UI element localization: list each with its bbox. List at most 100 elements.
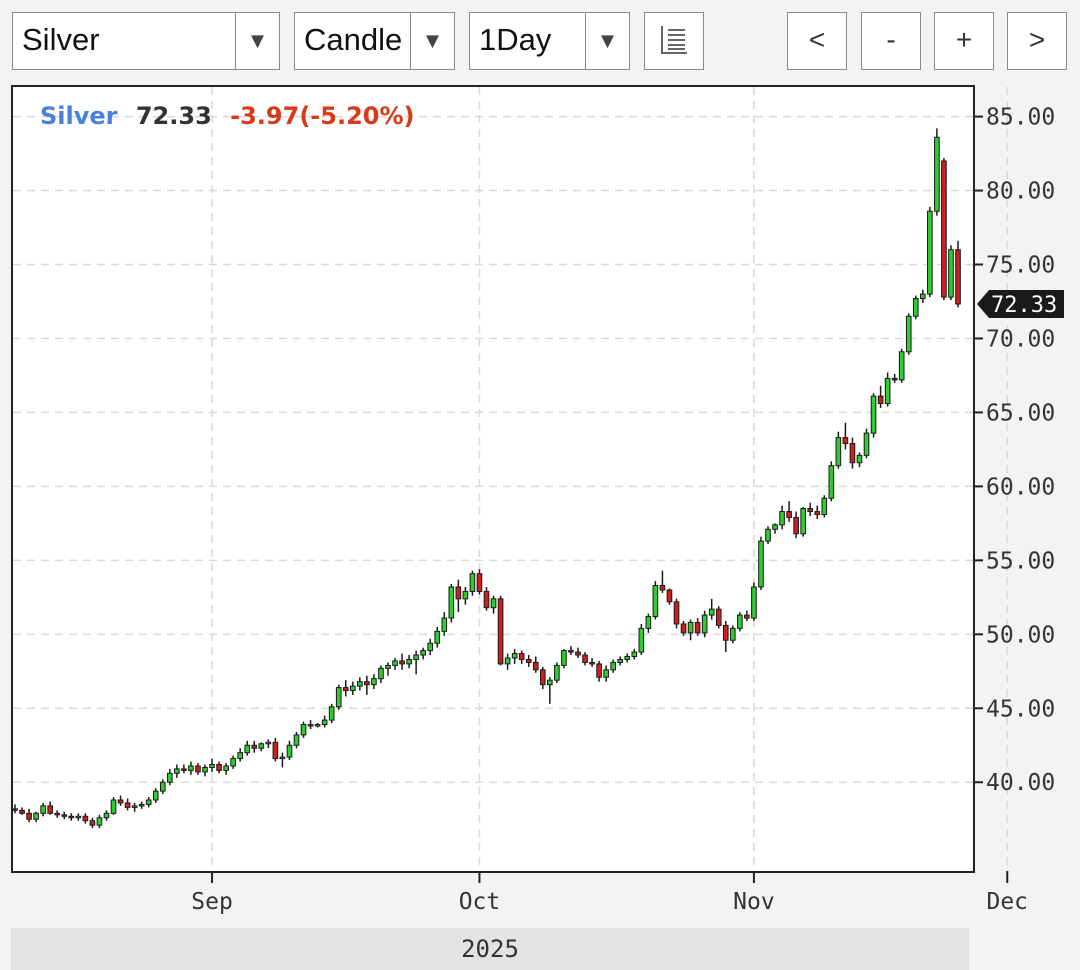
- candle-body: [26, 812, 32, 820]
- candle: [645, 613, 652, 633]
- candle-body: [392, 660, 398, 666]
- candle: [159, 779, 166, 795]
- candle-body: [195, 765, 201, 773]
- candle: [737, 612, 743, 632]
- candle-body: [927, 210, 933, 295]
- candle-body: [335, 687, 342, 708]
- candle-body: [54, 812, 61, 816]
- symbol-select[interactable]: Silver ▼: [12, 12, 280, 70]
- y-axis-tick-label: 65.00: [986, 400, 1055, 426]
- chart-plot-frame[interactable]: [11, 85, 975, 873]
- candle-body: [539, 669, 546, 686]
- candle: [265, 739, 272, 749]
- chevron-down-icon[interactable]: ▼: [410, 13, 454, 69]
- candle: [40, 802, 46, 817]
- candle: [364, 675, 370, 695]
- candle: [687, 619, 694, 641]
- candle-body: [427, 642, 434, 652]
- scroll-left-button[interactable]: <: [787, 12, 847, 70]
- candle: [525, 655, 532, 667]
- price-chart: 85.00 80.00 75.00 70.00 65.00 60.00 55.00 50.00…: [12, 87, 1064, 915]
- candle: [765, 526, 771, 545]
- candle: [321, 715, 328, 728]
- candle-body: [159, 781, 166, 792]
- candle-body: [413, 654, 419, 660]
- candle-body: [589, 661, 595, 665]
- legend-change: -3.97(-5.20%): [230, 102, 414, 130]
- y-axis-tick-label: 60.00: [986, 474, 1055, 500]
- data-table-button[interactable]: [644, 12, 704, 70]
- interval-select[interactable]: 1Day ▼: [469, 12, 630, 70]
- candle: [420, 647, 426, 660]
- candle: [244, 740, 251, 756]
- y-axis-tick-label: 80.00: [986, 179, 1055, 205]
- candle-body: [371, 678, 377, 686]
- candle-body: [279, 756, 286, 760]
- candle: [532, 656, 539, 673]
- candle-body: [258, 743, 265, 749]
- candle: [828, 461, 835, 502]
- candle-body: [483, 590, 490, 609]
- candle-body: [462, 590, 469, 600]
- candle-body: [715, 608, 722, 626]
- zoom-out-button[interactable]: -: [861, 12, 921, 70]
- candle-body: [124, 802, 131, 808]
- candle: [434, 626, 441, 648]
- candle: [307, 720, 314, 729]
- candle: [181, 764, 187, 774]
- candle-body: [687, 621, 694, 634]
- x-axis-tick-label: Dec: [986, 889, 1028, 915]
- candle: [258, 742, 265, 752]
- candle-body: [786, 511, 792, 518]
- candle: [195, 763, 201, 775]
- candle-body: [47, 805, 54, 814]
- scroll-right-button[interactable]: >: [1007, 12, 1067, 70]
- candle-body: [110, 799, 117, 814]
- candle-body: [800, 508, 807, 535]
- candle-body: [638, 627, 645, 653]
- candle: [96, 814, 103, 829]
- year-bar: 2025: [11, 928, 969, 970]
- chart-type-select[interactable]: Candle ▼: [294, 12, 455, 70]
- candle-body: [814, 511, 821, 516]
- chevron-down-icon[interactable]: ▼: [235, 13, 279, 69]
- candle: [54, 810, 61, 818]
- candle-body: [758, 540, 764, 588]
- candle-body: [117, 799, 124, 804]
- candle-body: [596, 663, 602, 678]
- candle: [596, 660, 602, 682]
- candle: [223, 763, 229, 775]
- candle-body: [145, 799, 152, 805]
- candle: [385, 662, 391, 676]
- candle-body: [188, 765, 194, 771]
- candle-body: [265, 741, 272, 745]
- candle: [300, 721, 307, 738]
- candle: [849, 437, 856, 469]
- candle: [666, 588, 673, 605]
- candle-body: [476, 573, 483, 592]
- candle-body: [525, 658, 532, 663]
- candle-body: [490, 598, 497, 609]
- y-axis-tick-label: 55.00: [986, 548, 1055, 574]
- zoom-in-button[interactable]: +: [934, 12, 994, 70]
- candle-body: [779, 511, 785, 526]
- candle: [293, 731, 300, 749]
- candle-body: [722, 624, 729, 641]
- candle-body: [357, 681, 363, 687]
- chevron-down-icon[interactable]: ▼: [585, 13, 629, 69]
- candle-body: [905, 315, 912, 353]
- candle: [856, 452, 863, 468]
- candle: [138, 801, 145, 809]
- candle: [673, 598, 680, 629]
- candle: [701, 610, 708, 638]
- candle-body: [898, 351, 905, 381]
- candle-body: [701, 614, 708, 634]
- candle: [413, 650, 419, 675]
- candle-body: [856, 454, 863, 464]
- candle-body: [349, 685, 356, 692]
- candle: [342, 680, 349, 697]
- candle-body: [469, 573, 476, 592]
- candle: [237, 748, 244, 762]
- candle-body: [293, 734, 300, 746]
- candle: [870, 393, 877, 438]
